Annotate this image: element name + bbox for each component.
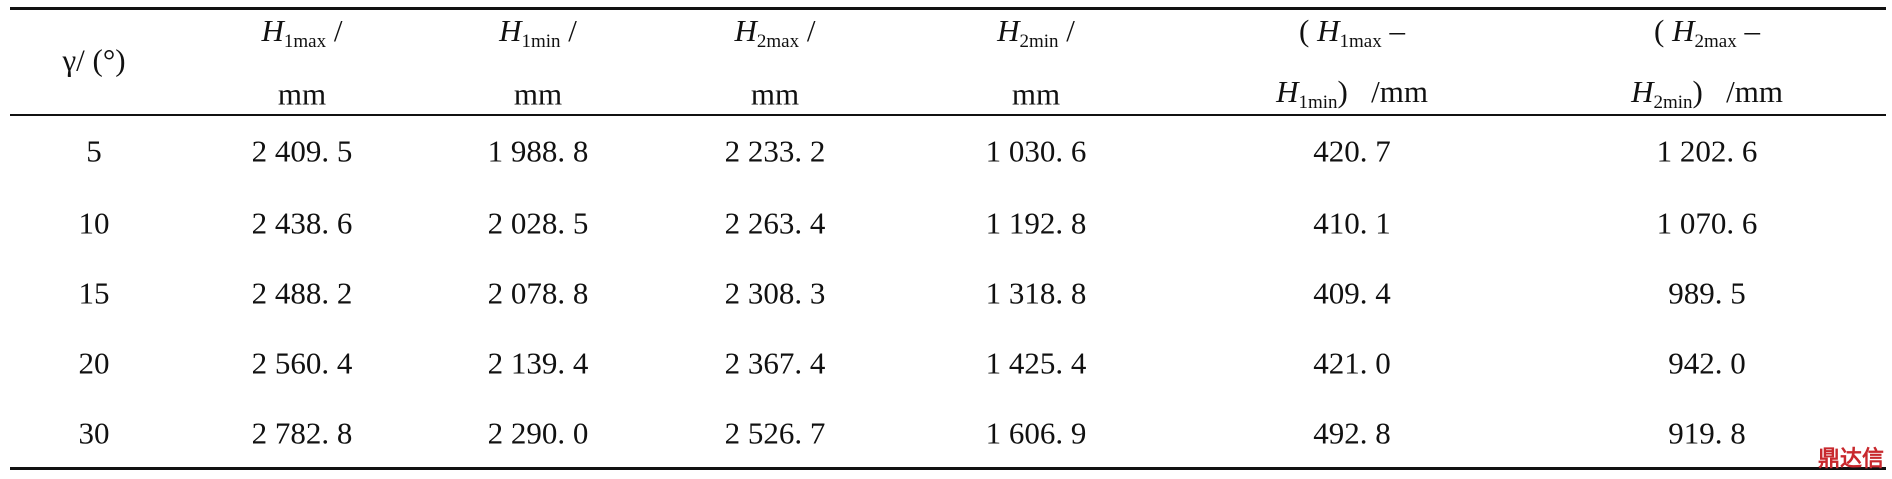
header-cell: mm xyxy=(751,79,799,110)
header-text: – xyxy=(1381,13,1405,48)
header-cell: H2min / xyxy=(997,15,1075,51)
header-text: / xyxy=(1058,13,1075,48)
table-cell: 15 xyxy=(78,275,110,311)
watermark: 鼎达信 xyxy=(1817,447,1884,472)
header-cell: H1min) /mm xyxy=(1276,76,1428,112)
table-cell: 2 139. 4 xyxy=(487,345,589,381)
table-cell: 2 560. 4 xyxy=(251,345,353,381)
header-symbol: H xyxy=(1672,13,1695,48)
bottom-rule xyxy=(10,467,1886,470)
header-cell: mm xyxy=(278,79,326,110)
header-cell: ( H2max – xyxy=(1654,15,1760,51)
header-cell: H1min / xyxy=(499,15,577,51)
table-cell: 10 xyxy=(78,205,110,241)
header-subscript: 2max xyxy=(1694,31,1737,52)
header-subscript: 1min xyxy=(521,31,561,52)
header-symbol: H xyxy=(499,13,522,48)
header-symbol: H xyxy=(1276,74,1299,109)
header-rule xyxy=(10,114,1886,116)
header-text: ( xyxy=(1299,13,1318,48)
header-cell: mm xyxy=(514,79,562,110)
table-cell: 2 409. 5 xyxy=(251,133,353,169)
table-cell: 1 202. 6 xyxy=(1656,133,1758,169)
table-cell: 30 xyxy=(78,415,110,451)
table-cell: 2 367. 4 xyxy=(724,345,826,381)
table-cell: 2 078. 8 xyxy=(487,275,589,311)
table-cell: 420. 7 xyxy=(1313,133,1391,169)
table-cell: 919. 8 xyxy=(1668,415,1746,451)
table-cell: 5 xyxy=(86,133,102,169)
table-cell: 2 263. 4 xyxy=(724,205,826,241)
header-text: / xyxy=(326,13,343,48)
header-symbol: H xyxy=(1631,74,1654,109)
header-symbol: H xyxy=(997,13,1020,48)
table-cell: 410. 1 xyxy=(1313,205,1391,241)
header-symbol: H xyxy=(1317,13,1340,48)
header-text: mm xyxy=(513,76,563,112)
top-rule xyxy=(10,7,1886,10)
header-cell: mm xyxy=(1012,79,1060,110)
table-cell: 20 xyxy=(78,345,110,381)
table-cell: 2 028. 5 xyxy=(487,205,589,241)
table-cell: 1 030. 6 xyxy=(985,133,1087,169)
header-cell: γ/ (°) xyxy=(62,45,125,76)
header-cell: H2max / xyxy=(735,15,816,51)
table-cell: 2 233. 2 xyxy=(724,133,826,169)
header-subscript: 2min xyxy=(1019,31,1059,52)
table-cell: 2 290. 0 xyxy=(487,415,589,451)
table-cell: 942. 0 xyxy=(1668,345,1746,381)
table-cell: 1 606. 9 xyxy=(985,415,1087,451)
table-cell: 2 438. 6 xyxy=(251,205,353,241)
header-cell: H1max / xyxy=(262,15,343,51)
header-text: mm xyxy=(277,76,327,112)
table-cell: 492. 8 xyxy=(1313,415,1391,451)
header-text: – xyxy=(1736,13,1760,48)
header-symbol: H xyxy=(734,13,757,48)
table-cell: 421. 0 xyxy=(1313,345,1391,381)
table-cell: 1 425. 4 xyxy=(985,345,1087,381)
header-text: γ/ (°) xyxy=(62,42,126,78)
header-cell: H2min) /mm xyxy=(1631,76,1783,112)
table-cell: 989. 5 xyxy=(1668,275,1746,311)
table-cell: 1 988. 8 xyxy=(487,133,589,169)
header-subscript: 2max xyxy=(756,31,800,52)
header-text: mm xyxy=(750,76,800,112)
table-cell: 1 070. 6 xyxy=(1656,205,1758,241)
table-cell: 2 782. 8 xyxy=(251,415,353,451)
table-cell: 2 526. 7 xyxy=(724,415,826,451)
table-cell: 2 488. 2 xyxy=(251,275,353,311)
header-text: ) /mm xyxy=(1337,74,1428,109)
header-text: / xyxy=(799,13,816,48)
header-text: ) /mm xyxy=(1692,74,1783,109)
header-cell: ( H1max – xyxy=(1299,15,1405,51)
header-subscript: 1max xyxy=(283,31,327,52)
header-subscript: 2min xyxy=(1653,92,1693,113)
table-cell: 1 318. 8 xyxy=(985,275,1087,311)
table-cell: 1 192. 8 xyxy=(985,205,1087,241)
header-subscript: 1min xyxy=(1298,92,1338,113)
header-symbol: H xyxy=(261,13,284,48)
header-text: mm xyxy=(1011,76,1061,112)
table-cell: 2 308. 3 xyxy=(724,275,826,311)
header-subscript: 1max xyxy=(1339,31,1382,52)
header-text: ( xyxy=(1654,13,1673,48)
table-cell: 409. 4 xyxy=(1313,275,1391,311)
header-text: / xyxy=(560,13,577,48)
